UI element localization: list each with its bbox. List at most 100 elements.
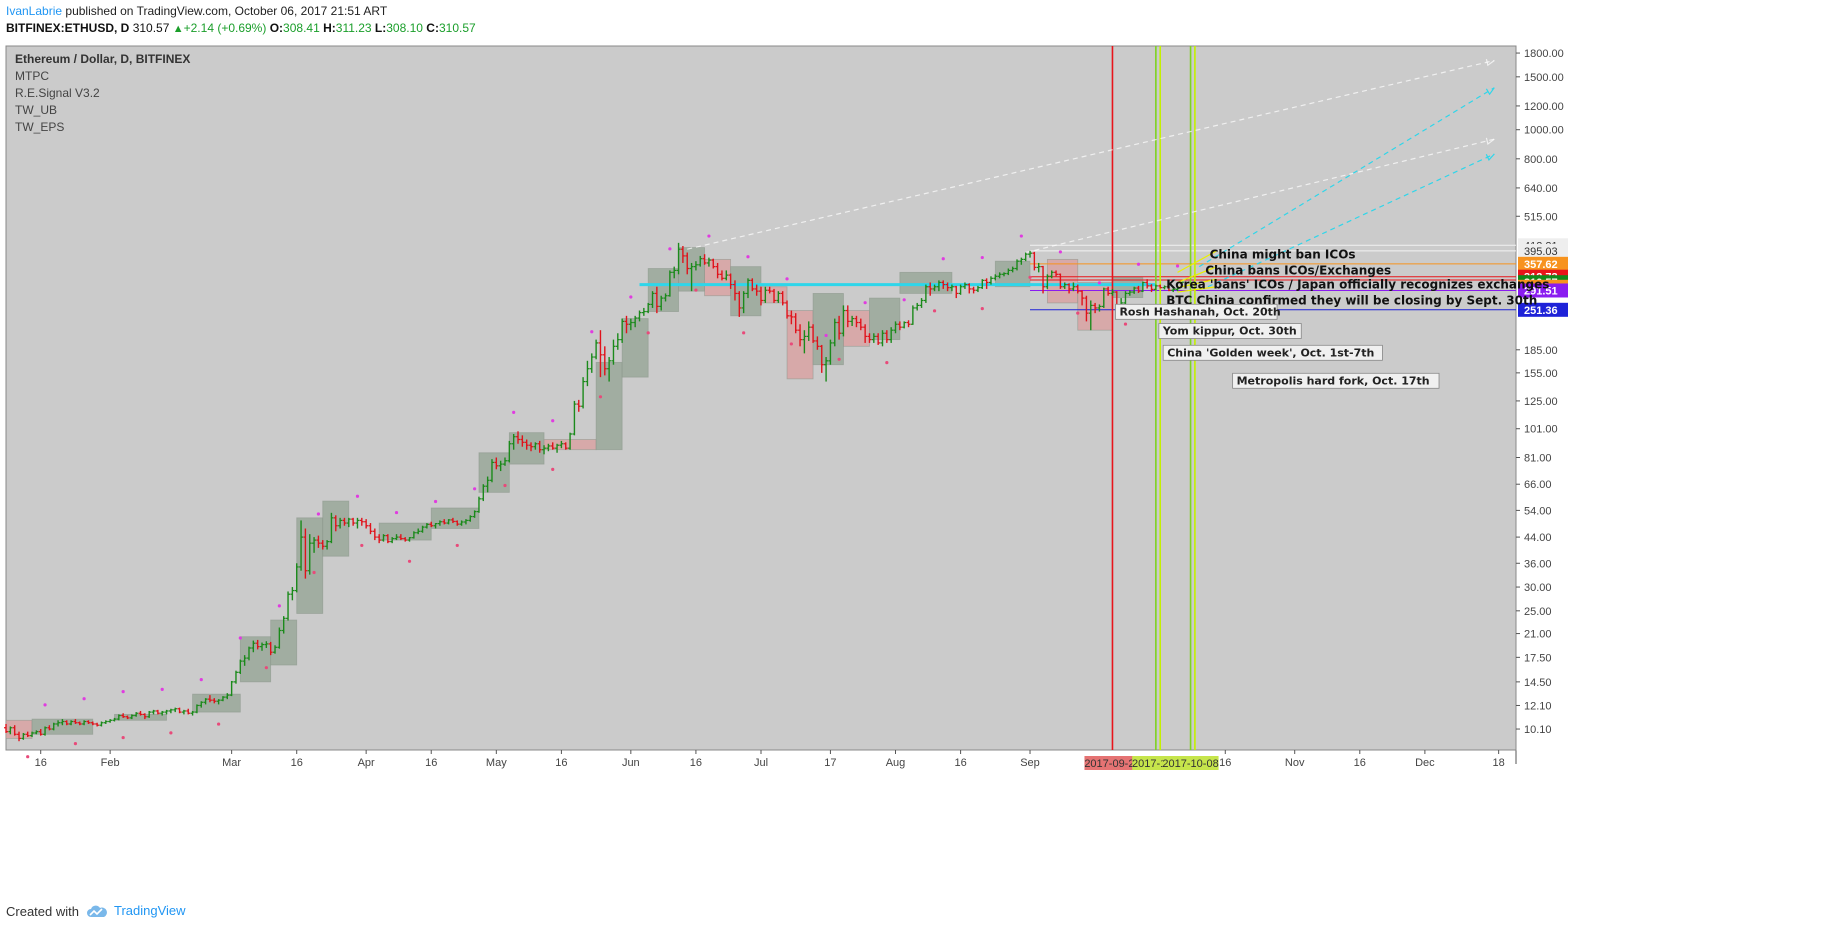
fan-line bbox=[1177, 278, 1217, 289]
price-badge-label: 291.51 bbox=[1524, 285, 1558, 297]
signal-dot bbox=[217, 722, 221, 726]
price-tick-label: 30.00 bbox=[1524, 582, 1552, 594]
price-tick-label: 54.00 bbox=[1524, 505, 1552, 517]
price-tick-label: 800.00 bbox=[1524, 154, 1558, 166]
signal-dot bbox=[629, 295, 633, 299]
indicator-resignal[interactable]: R.E.Signal V3.2 bbox=[15, 86, 100, 100]
signal-dot bbox=[785, 277, 789, 281]
signal-box bbox=[869, 297, 901, 341]
time-tick-label: 17 bbox=[824, 757, 836, 769]
price-badge bbox=[1518, 256, 1568, 271]
event-annotation: China 'Golden week', Oct. 1st-7th bbox=[1167, 346, 1374, 359]
created-with-label: Created with bbox=[6, 904, 79, 919]
signal-dot bbox=[932, 309, 937, 313]
signal-dot bbox=[43, 703, 47, 707]
signal-dot bbox=[837, 357, 841, 361]
signal-dot bbox=[316, 512, 321, 516]
time-tick-label: 16 bbox=[1219, 757, 1231, 769]
author-link[interactable]: IvanLabrie bbox=[6, 4, 63, 18]
chart-header: IvanLabrie published on TradingView.com,… bbox=[0, 0, 1824, 42]
symbol-label: BITFINEX:ETHUSD, D bbox=[6, 21, 130, 35]
chart-symbol-title: Ethereum / Dollar, D, BITFINEX bbox=[15, 52, 191, 66]
annotation-box bbox=[1162, 344, 1383, 361]
price-tick-label: 44.00 bbox=[1524, 532, 1552, 544]
date-marker-badge bbox=[1162, 756, 1219, 770]
indicator-tw-eps[interactable]: TW_EPS bbox=[15, 120, 65, 134]
fan-line bbox=[1177, 266, 1217, 284]
time-tick-label: 18 bbox=[1493, 757, 1505, 769]
published-text: published on TradingView.com, October 06… bbox=[65, 4, 388, 18]
signal-dot bbox=[355, 494, 360, 498]
signal-dot bbox=[746, 255, 750, 259]
projection-line bbox=[1207, 153, 1495, 288]
price-chart[interactable]: 1800.00 1500.00 1200.00 1000.00 800.00 640.00… bbox=[0, 42, 1824, 896]
signal-dot bbox=[694, 288, 698, 292]
signal-dot bbox=[668, 247, 672, 251]
time-tick-label: 16 bbox=[35, 757, 47, 769]
date-marker-label: 2017-09-20 bbox=[1084, 758, 1140, 770]
cloud-logo-icon bbox=[87, 905, 107, 917]
event-annotation: Yom kippur, Oct. 30th bbox=[1162, 325, 1297, 338]
news-annotation: China bans ICOs/Exchanges bbox=[1205, 263, 1391, 277]
publish-line: IvanLabrie published on TradingView.com,… bbox=[6, 4, 387, 18]
annotation-box bbox=[1115, 303, 1278, 320]
signal-dot bbox=[82, 697, 86, 701]
signal-dot bbox=[73, 742, 78, 746]
close-value: 310.57 bbox=[438, 21, 476, 35]
time-tick-label: May bbox=[486, 757, 507, 769]
signal-dot bbox=[160, 687, 164, 691]
tradingview-brand: TradingView bbox=[114, 903, 186, 918]
signal-box bbox=[647, 268, 679, 312]
signal-dot bbox=[598, 395, 603, 399]
news-annotation: Korea 'bans' ICOs / Japan officially rec… bbox=[1166, 277, 1549, 291]
signal-dot bbox=[121, 735, 125, 740]
signal-dot bbox=[169, 731, 173, 735]
price-badge bbox=[1518, 243, 1568, 258]
price-tick-label: 1200.00 bbox=[1524, 101, 1564, 113]
time-tick-label: Nov bbox=[1285, 757, 1305, 769]
signal-dot bbox=[121, 690, 125, 694]
indicator-mtpc[interactable]: MTPC bbox=[15, 69, 49, 83]
projection-arrowhead bbox=[1485, 153, 1495, 162]
indicator-tw-ub[interactable]: TW_UB bbox=[15, 103, 57, 117]
annotation-box bbox=[1232, 372, 1440, 389]
signal-dot bbox=[1019, 234, 1023, 238]
signal-dot bbox=[646, 331, 650, 335]
up-triangle-icon: ▲ bbox=[172, 23, 184, 35]
signal-dot bbox=[551, 419, 555, 423]
news-annotation: China might ban ICOs bbox=[1210, 248, 1356, 262]
signal-dot bbox=[360, 543, 364, 548]
signal-dot bbox=[473, 487, 477, 491]
price-tick-label: 640.00 bbox=[1524, 183, 1558, 195]
price-tick-label: 25.00 bbox=[1524, 606, 1552, 618]
price-badge-label: 395.03 bbox=[1524, 246, 1558, 258]
price-tick-label: 1500.00 bbox=[1524, 72, 1564, 84]
time-tick-label: 16 bbox=[291, 757, 303, 769]
signal-dot bbox=[885, 360, 889, 365]
signal-box bbox=[430, 507, 480, 529]
signal-dot bbox=[277, 604, 281, 608]
signal-box bbox=[812, 293, 844, 366]
signal-box bbox=[730, 266, 762, 317]
time-tick-label: 16 bbox=[690, 757, 702, 769]
time-tick-label: Mar bbox=[222, 757, 241, 769]
low-label: L: bbox=[374, 21, 387, 35]
close-label: C: bbox=[426, 21, 439, 35]
low-value: 308.10 bbox=[386, 21, 423, 35]
ohlc-line: BITFINEX:ETHUSD, D 310.57 ▲+2.14 (+0.69%… bbox=[6, 21, 476, 35]
signal-dot bbox=[1097, 281, 1102, 285]
high-value: 311.23 bbox=[335, 21, 372, 35]
price-tick-label: 36.00 bbox=[1524, 558, 1552, 570]
signal-dot bbox=[902, 298, 906, 302]
projection-line bbox=[1198, 87, 1495, 268]
price-tick-label: 125.00 bbox=[1524, 396, 1558, 408]
event-annotation: Rosh Hashanah, Oct. 20th bbox=[1119, 305, 1280, 318]
price-tick-label: 1000.00 bbox=[1524, 125, 1564, 137]
time-tick-label: 16 bbox=[1354, 757, 1366, 769]
open-label: O: bbox=[269, 21, 284, 35]
signal-dot bbox=[551, 467, 555, 471]
open-value: 308.41 bbox=[283, 21, 320, 35]
tradingview-link[interactable]: TradingView bbox=[86, 903, 186, 919]
time-tick-label: Feb bbox=[101, 757, 120, 769]
price-tick-label: 12.10 bbox=[1524, 700, 1552, 712]
